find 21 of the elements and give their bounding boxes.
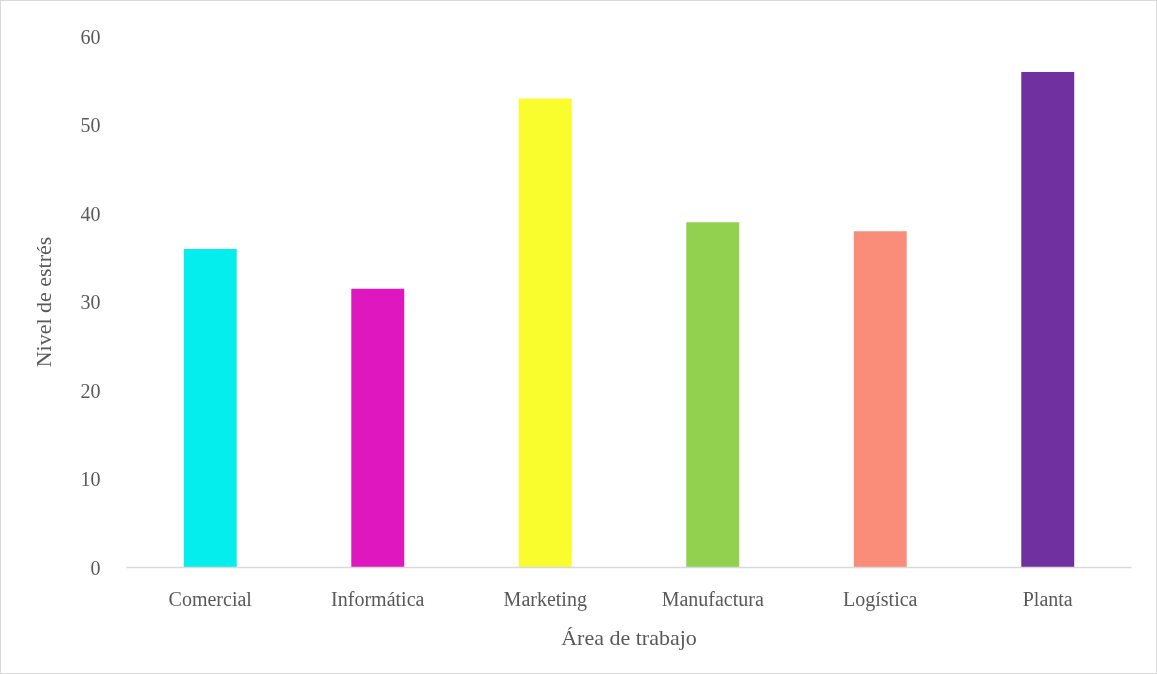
x-tick-label: Informática bbox=[331, 587, 425, 610]
x-tick-label: Planta bbox=[1022, 587, 1073, 610]
y-tick-label: 10 bbox=[80, 468, 101, 490]
y-tick-label: 30 bbox=[80, 291, 101, 313]
bar bbox=[853, 231, 907, 568]
x-tick-label: Logística bbox=[843, 587, 918, 611]
bar bbox=[1021, 71, 1075, 568]
x-tick-label: Marketing bbox=[503, 587, 587, 611]
bar bbox=[518, 98, 572, 568]
x-tick-label: Comercial bbox=[168, 587, 253, 610]
y-tick-label: 0 bbox=[90, 556, 101, 579]
y-axis-title: Nivel de estrés bbox=[30, 236, 56, 368]
y-tick-label: 60 bbox=[80, 25, 101, 48]
x-axis-title: Área de trabajo bbox=[561, 624, 697, 650]
bar bbox=[686, 222, 740, 568]
bar bbox=[351, 288, 405, 568]
y-tick-label: 20 bbox=[80, 379, 101, 402]
bar bbox=[183, 248, 237, 568]
y-tick-label: 50 bbox=[80, 114, 101, 136]
x-tick-label: Manufactura bbox=[661, 587, 764, 610]
y-tick-label: 40 bbox=[80, 202, 101, 225]
